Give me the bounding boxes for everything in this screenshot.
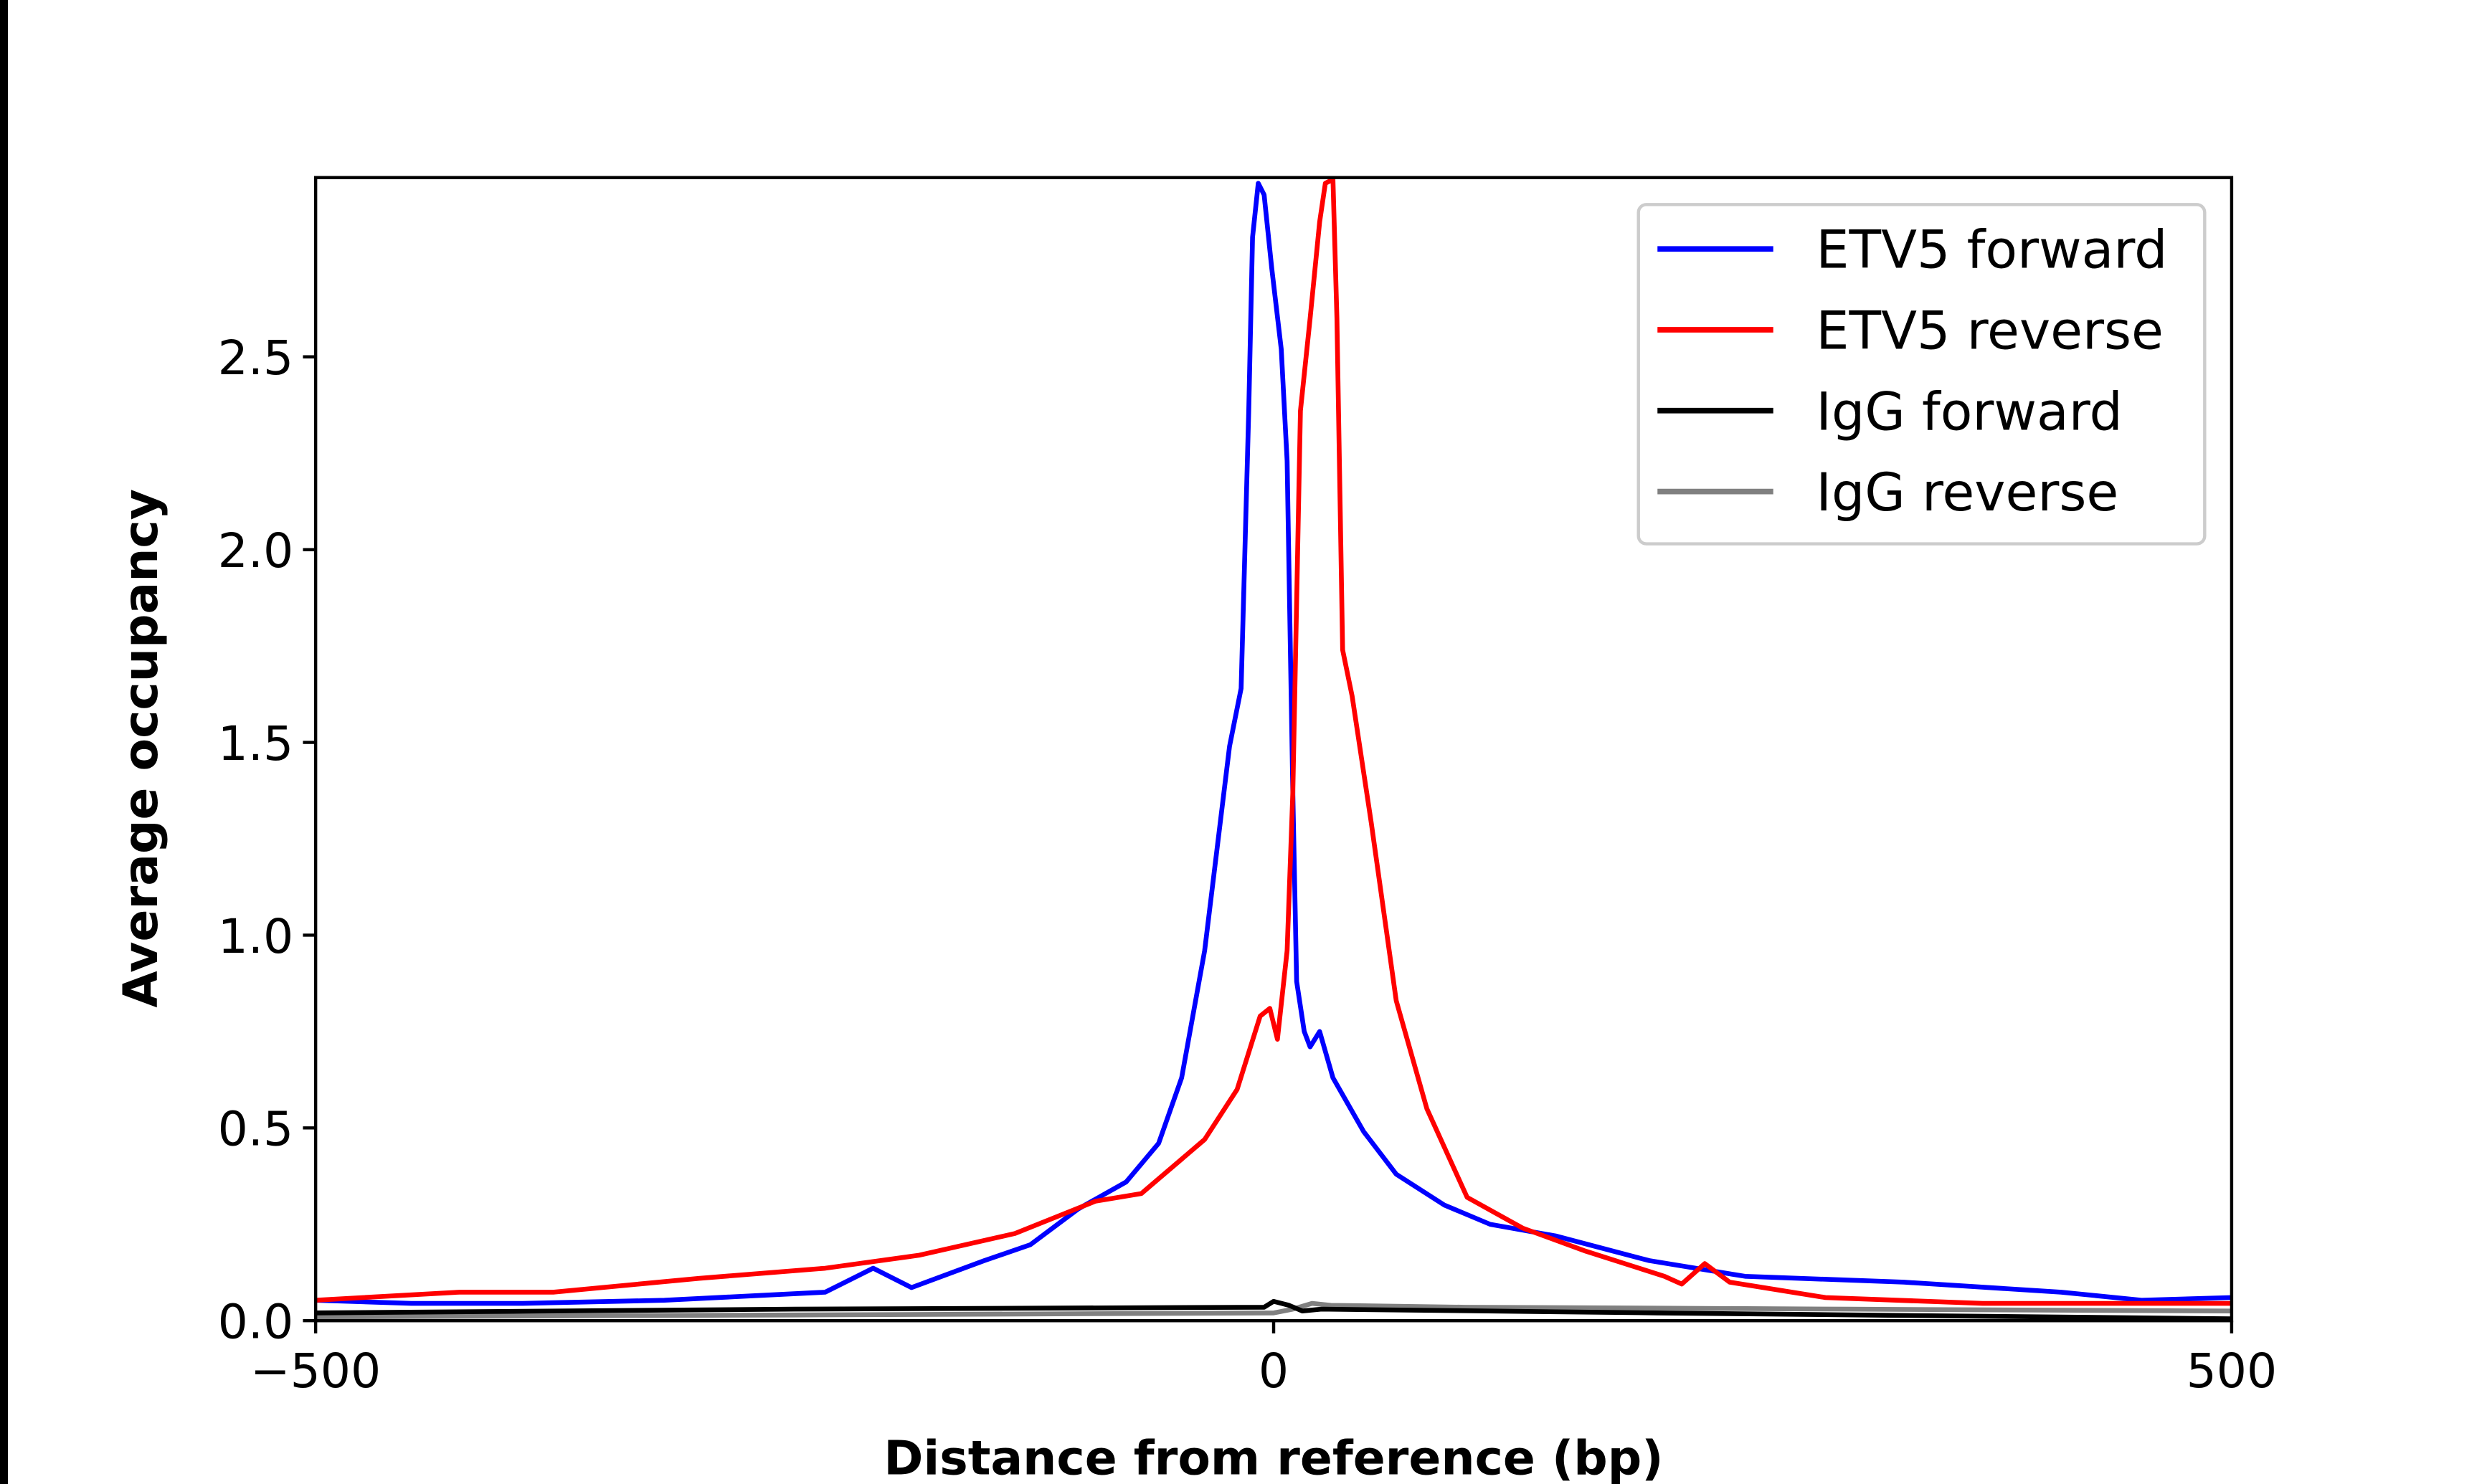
y-tick-label: 2.5 [218,330,293,386]
x-tick-label: −500 [250,1343,381,1399]
series-line-igg-forward [316,1298,2232,1321]
y-tick-label: 0.0 [218,1294,293,1350]
legend-label: IgG reverse [1816,462,2118,523]
y-axis-label: Average occupancy [113,489,169,1008]
series-line-etv5-reverse [315,177,2232,1306]
plot-lines [315,177,2232,1321]
y-tick-label: 0.5 [218,1101,293,1157]
x-axis-label: Distance from reference (bp) [884,1430,1663,1484]
y-tick-label: 1.5 [218,715,293,771]
x-tick-label: 0 [1259,1343,1289,1399]
left-border [0,0,9,1484]
y-tick-label: 2.0 [218,523,293,579]
legend-label: ETV5 reverse [1816,301,2164,362]
y-tick-label: 1.0 [218,908,293,964]
series-line-igg-reverse [316,1300,2232,1320]
x-tick-label: 500 [2187,1343,2278,1399]
y-axis: 0.0 0.5 1.0 1.5 2.0 2.5 [218,330,316,1350]
legend-label: IgG forward [1816,381,2122,442]
x-axis: −500 0 500 [250,1321,2277,1399]
legend-label: ETV5 forward [1816,220,2167,281]
legend-box [1636,203,2207,546]
legend: ETV5 forward ETV5 reverse IgG forward IgG r… [1636,203,2207,546]
